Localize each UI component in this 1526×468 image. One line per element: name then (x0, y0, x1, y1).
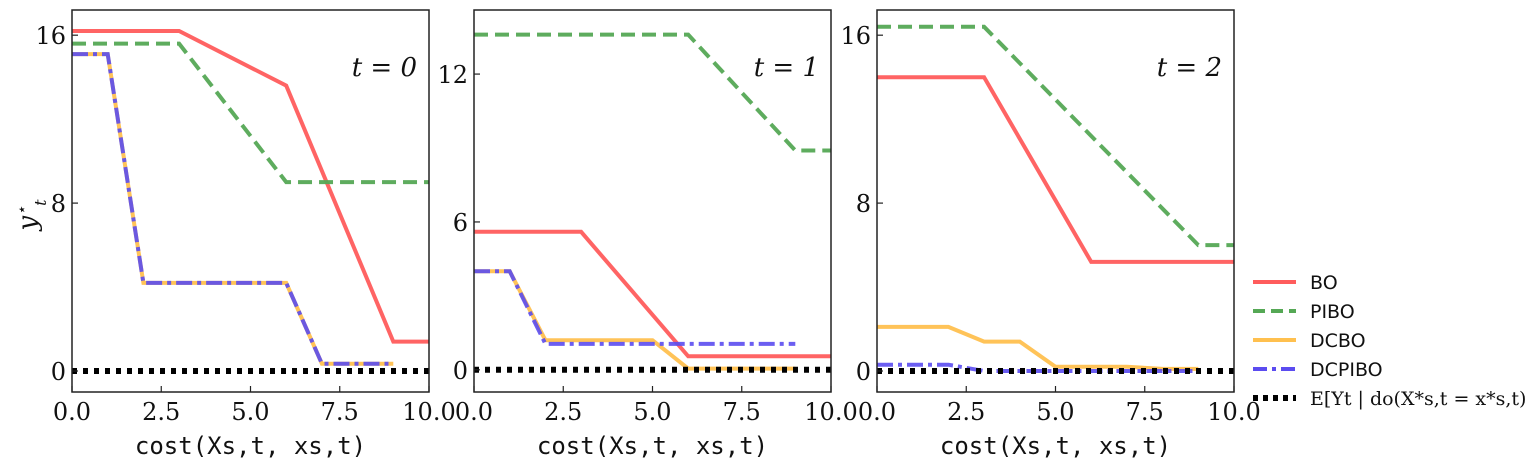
x-tick-label: 2.5 (142, 398, 180, 426)
x-tick-label: 7.5 (321, 398, 359, 426)
series-lines (474, 32, 831, 373)
series-line-bo (72, 29, 429, 344)
x-tick-label: 2.5 (544, 398, 582, 426)
x-axis-label: cost(Xs,t, xs,t) (537, 432, 768, 460)
panel-2: 0.0 2.5 5.0 7.5 10.0 0 8 16 t = 2 cost(Xs,t, xs,t… (840, 9, 1261, 460)
x-tick-label: 10.0 (402, 398, 455, 426)
y-tick-label: 12 (437, 61, 468, 89)
series-line-dcpibo (474, 269, 796, 346)
series-line-pibo (72, 41, 429, 185)
series-line-dcpibo (877, 362, 1199, 373)
y-tick-label: 8 (51, 190, 66, 218)
legend-label: E[Yt | do(X*s,t = x*s,t)] (1310, 388, 1526, 410)
series-lines (72, 29, 429, 374)
x-tick-label: 10.0 (804, 398, 857, 426)
panel-0: 0.0 2.5 5.0 7.5 10.0 0 8 16 t = 0 cost(Xs,t, xs,t… (35, 9, 456, 460)
series-line-dcpibo (72, 52, 394, 366)
legend-item: BO (1253, 272, 1338, 294)
x-tick-label: 5.0 (231, 398, 269, 426)
series-line-pibo (877, 24, 1234, 248)
panel-1: 0.0 2.5 5.0 7.5 10.0 0 6 12 t = 1 cost(Xs,t, xs,t… (437, 9, 858, 460)
y-tick-label: 6 (453, 209, 468, 237)
legend-item: DCPIBO (1253, 359, 1383, 381)
x-tick-label: 7.5 (723, 398, 761, 426)
legend: BO PIBO DCBO DCPIBO E[Yt | do(X*s,t = x*s,t)… (1253, 272, 1526, 410)
panel-title: t = 0 (352, 53, 417, 83)
series-line-dcbo (72, 52, 394, 366)
x-tick-label: 5.0 (633, 398, 671, 426)
series-lines (877, 24, 1234, 374)
y-tick-label: 16 (35, 22, 66, 50)
x-tick-label: 7.5 (1126, 398, 1164, 426)
panel-title: t = 2 (1157, 53, 1222, 83)
legend-label: PIBO (1310, 301, 1355, 323)
series-line-dcbo (474, 269, 796, 371)
x-axis-label: cost(Xs,t, xs,t) (135, 432, 366, 460)
legend-label: DCPIBO (1310, 359, 1383, 381)
series-line-dcbo (877, 324, 1199, 371)
series-line-pibo (474, 32, 831, 153)
y-tick-label: 0 (453, 357, 468, 385)
y-axis-label: y⋆t (12, 199, 50, 232)
legend-item: PIBO (1253, 301, 1355, 323)
legend-item: DCBO (1253, 330, 1366, 352)
x-tick-label: 0.0 (53, 398, 91, 426)
x-tick-label: 0.0 (858, 398, 896, 426)
y-tick-label: 0 (856, 358, 871, 386)
x-tick-label: 0.0 (455, 398, 493, 426)
legend-item: E[Yt | do(X*s,t = x*s,t)] (1253, 388, 1526, 410)
x-tick-label: 5.0 (1036, 398, 1074, 426)
y-tick-label: 8 (856, 190, 871, 218)
x-tick-label: 2.5 (947, 398, 985, 426)
x-axis-label: cost(Xs,t, xs,t) (940, 432, 1171, 460)
legend-label: BO (1310, 272, 1338, 294)
series-line-bo (877, 75, 1234, 264)
panel-title: t = 1 (754, 53, 819, 83)
legend-label: DCBO (1310, 330, 1366, 352)
y-tick-label: 16 (840, 22, 871, 50)
y-tick-label: 0 (51, 358, 66, 386)
series-line-bo (474, 229, 831, 359)
x-tick-label: 10.0 (1207, 398, 1260, 426)
chart-panels: 0.0 2.5 5.0 7.5 10.0 0 8 16 t = 0 cost(Xs,t, xs,t… (35, 9, 1261, 460)
